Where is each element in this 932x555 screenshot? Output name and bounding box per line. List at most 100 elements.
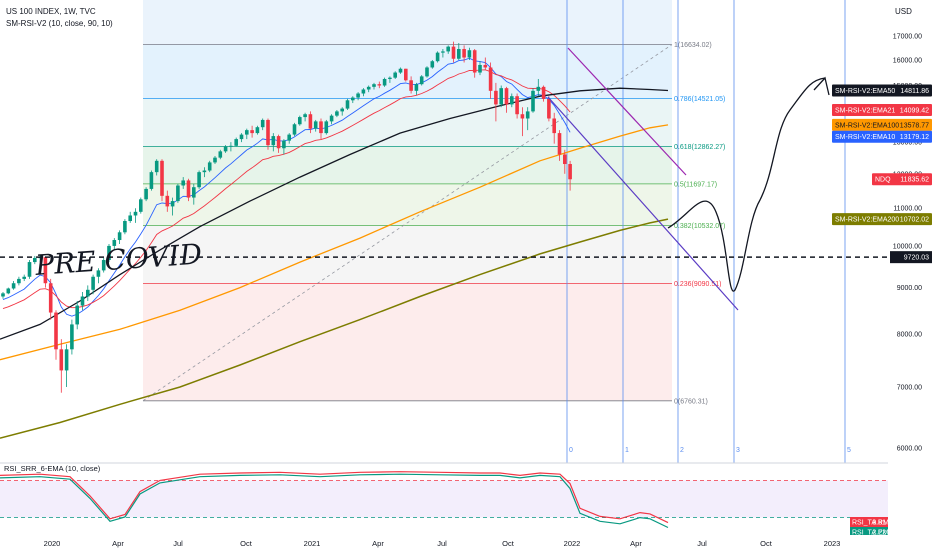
candle-body bbox=[446, 46, 450, 52]
series-badge[interactable]: SM-RSI-V2:EMA10 13179.12 bbox=[832, 130, 932, 143]
candle-body bbox=[54, 312, 58, 350]
candle-body bbox=[382, 78, 387, 86]
candle-body bbox=[202, 170, 207, 173]
candle-body bbox=[536, 86, 541, 91]
candle-body bbox=[17, 278, 21, 284]
candle-body bbox=[515, 96, 519, 115]
ema100-line bbox=[0, 124, 669, 361]
rsi-badge-name: RSI_TA.EMA bbox=[852, 530, 893, 537]
candle-body bbox=[64, 349, 69, 371]
candle-body bbox=[160, 160, 164, 196]
candle-body bbox=[366, 86, 371, 90]
candle-body bbox=[239, 134, 244, 140]
candle-body bbox=[547, 98, 551, 119]
candle-body bbox=[425, 67, 429, 77]
rsi-pane[interactable]: RSI_SRR_6-EMA (10, close)80.0040.00RSI_T… bbox=[0, 462, 932, 537]
candle-body bbox=[351, 97, 355, 101]
channel-upper-line bbox=[567, 47, 687, 176]
candle-body bbox=[303, 114, 307, 118]
rsi-badge-value: 9.81 bbox=[872, 520, 886, 527]
chart-symbol-title[interactable]: US 100 INDEX, 1W, TVC bbox=[6, 7, 96, 16]
candle-body bbox=[398, 68, 403, 73]
time-tick-label: Jul bbox=[173, 539, 183, 548]
candle-body bbox=[462, 49, 466, 58]
series-badge[interactable]: SM-RSI-V2:EMA200 10702.02 bbox=[832, 213, 932, 226]
candle-body bbox=[499, 88, 503, 105]
candle-body bbox=[520, 114, 525, 119]
badge-name: SM-RSI-V2:EMA100 bbox=[835, 122, 899, 129]
candle-body bbox=[313, 121, 318, 129]
candle-body bbox=[494, 90, 498, 105]
level-badge-value: 9720.03 bbox=[904, 255, 929, 262]
candle-body bbox=[1, 293, 5, 297]
candle-body bbox=[165, 195, 170, 207]
time-tick-label: 2021 bbox=[304, 539, 321, 548]
candle-body bbox=[488, 67, 493, 91]
candle-body bbox=[170, 201, 175, 207]
rsi-badge[interactable]: RSI_TA.EMA2.22 bbox=[850, 527, 893, 537]
fib-zone bbox=[143, 283, 672, 401]
fib-time-label: 2 bbox=[680, 447, 684, 454]
candle-body bbox=[223, 146, 228, 152]
price-axis[interactable]: 17000.0016000.0015000.0014000.0013000.00… bbox=[832, 0, 932, 550]
indicator-title[interactable]: SM-RSI-V2 (10, close, 90, 10) bbox=[6, 19, 113, 28]
candle-body bbox=[504, 88, 509, 105]
candle-body bbox=[414, 84, 419, 91]
series-badge[interactable]: SM-RSI-V2:EMA50 14811.86 bbox=[832, 84, 932, 97]
series-badge[interactable]: SM-RSI-V2:EMA100 13578.77 bbox=[832, 118, 932, 131]
fib-level-label: 0.618(12862.27) bbox=[674, 144, 725, 151]
candle-body bbox=[361, 89, 366, 94]
candle-body bbox=[510, 96, 514, 105]
candle-body bbox=[435, 52, 440, 62]
candle-body bbox=[298, 117, 302, 125]
time-tick-label: 2020 bbox=[44, 539, 61, 548]
price-tick-label: 17000.00 bbox=[893, 34, 922, 41]
background-layer bbox=[143, 0, 672, 401]
rsi-title: RSI_SRR_6-EMA (10, close) bbox=[4, 464, 101, 473]
badge-name: NDQ bbox=[875, 177, 891, 184]
rsi-ema-line bbox=[0, 473, 669, 529]
time-axis[interactable]: 2020 Apr Jul Oct 2021 Apr Jul Oct 2022 Apr Jul Oct 2… bbox=[0, 535, 932, 550]
candle-body bbox=[282, 140, 286, 149]
candle-body bbox=[404, 68, 408, 81]
time-axis-bg bbox=[0, 535, 932, 550]
candle-body bbox=[6, 288, 11, 294]
candle-body bbox=[218, 151, 223, 158]
candle-body bbox=[557, 133, 562, 155]
candle-body bbox=[123, 221, 127, 233]
badge-bg bbox=[832, 118, 932, 131]
candle-body bbox=[419, 76, 424, 85]
level-badge-bg bbox=[890, 251, 932, 264]
candle-body bbox=[86, 289, 90, 297]
candle-body bbox=[287, 134, 291, 141]
candle-body bbox=[319, 121, 323, 134]
candle-body bbox=[308, 114, 313, 129]
level-badge: 9720.03 bbox=[890, 251, 932, 264]
rsi-badge-name: RSI_TA.RMA bbox=[852, 520, 894, 527]
badge-value: 13179.12 bbox=[900, 134, 929, 141]
candle-body bbox=[117, 232, 122, 241]
series-badge[interactable]: SM-RSI-V2:EMA21 14099.42 bbox=[832, 104, 932, 117]
price-tick-label: 6000.00 bbox=[897, 446, 922, 453]
candle-body bbox=[207, 162, 212, 171]
candle-body bbox=[345, 100, 350, 109]
series-badge[interactable]: NDQ 11835.62 bbox=[872, 173, 932, 186]
candle-body bbox=[234, 139, 238, 146]
candle-body bbox=[329, 115, 334, 122]
candle-body bbox=[260, 119, 265, 128]
fib-level-label: 0(6760.31) bbox=[674, 398, 708, 405]
candle-body bbox=[255, 127, 260, 134]
rsi-badge-bg bbox=[850, 517, 890, 527]
price-tick-label: 10000.00 bbox=[893, 243, 922, 250]
candle-body bbox=[112, 240, 117, 246]
candle-body bbox=[531, 90, 535, 112]
candle-body bbox=[22, 276, 26, 279]
time-tick-label: Oct bbox=[760, 539, 773, 548]
candle-body bbox=[70, 324, 74, 350]
badge-name: SM-RSI-V2:EMA10 bbox=[835, 134, 895, 141]
time-tick-label: 2022 bbox=[564, 539, 581, 548]
badge-name: SM-RSI-V2:EMA50 bbox=[835, 88, 895, 95]
